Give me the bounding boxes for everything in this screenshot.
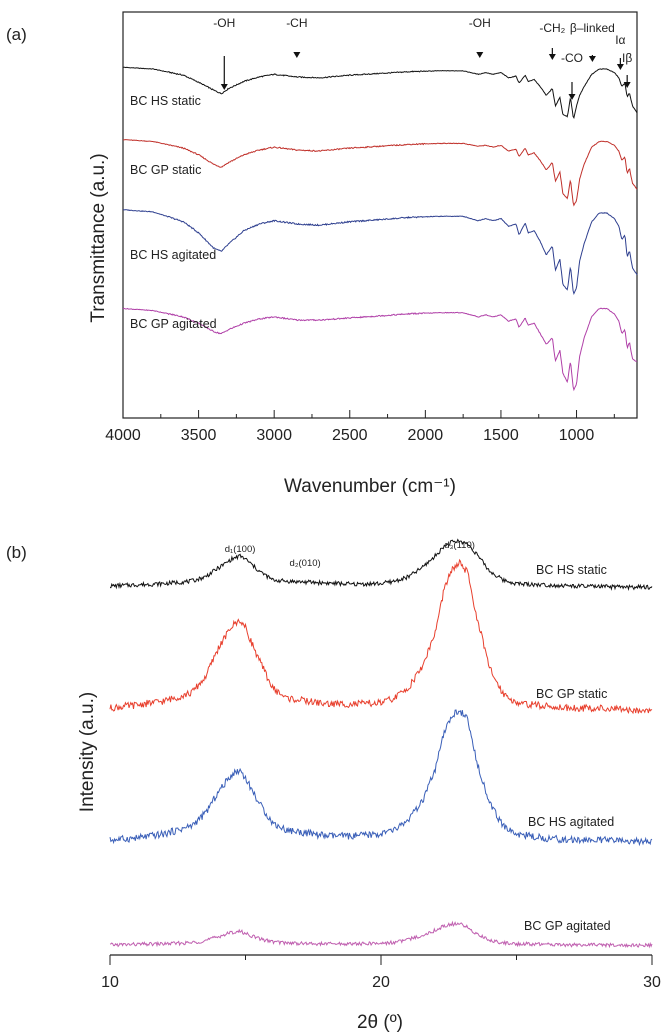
x-tick-label-2500: 2500 <box>332 427 368 444</box>
ftir-peak-annotation-ch-arrow-head <box>548 54 556 60</box>
xrd-series-line-bc-gp-static <box>109 558 653 715</box>
x-tick-label-3500: 3500 <box>181 427 217 444</box>
ftir-x-axis-title: Wavenumber (cm⁻¹) <box>284 476 456 497</box>
xrd-x-axis-title: 2θ (º) <box>357 1012 403 1033</box>
ftir-series-label-bc-hs-static: BC HS static <box>130 94 201 108</box>
xrd-x-axis: 10 20 30 <box>101 955 661 991</box>
xrd-series-label-bc-gp-agitated: BC GP agitated <box>524 919 611 933</box>
xrd-panel: (b) 10 20 30 2θ (º) Intensity (a.u.) BC HS… <box>6 538 661 1033</box>
ftir-series-labels: BC HS static BC GP static BC HS agitated BC… <box>130 94 217 331</box>
ftir-series-line-bc-hs-static <box>122 66 638 119</box>
ftir-plot-frame <box>122 11 638 419</box>
x-tick-label-30: 30 <box>643 974 661 991</box>
xrd-series-group <box>109 538 653 949</box>
x-tick-label-1000: 1000 <box>559 427 595 444</box>
x-tick-label-20: 20 <box>372 974 390 991</box>
ftir-peak-annotation-ch-arrow-head <box>293 52 301 58</box>
x-tick-label-3000: 3000 <box>256 427 292 444</box>
ftir-peak-annotation-i-arrow-head <box>623 82 631 88</box>
ftir-series-line-bc-gp-static <box>123 138 638 207</box>
ftir-peak-annotation-ch-label: -CH <box>286 16 307 30</box>
ftir-peak-annotation-oh-arrow-head <box>476 52 484 58</box>
panel-label-b: (b) <box>6 543 27 562</box>
ftir-peak-annotation-oh-arrow-head <box>220 84 228 90</box>
ftir-peak-annotation-oh-label: -OH <box>469 16 491 30</box>
xrd-peak-label-d-110: d₃(110) <box>444 540 475 551</box>
xrd-series-labels: BC HS static BC GP static BC HS agitated BC… <box>524 563 614 933</box>
ftir-peak-annotation-co-label: -CO <box>561 51 583 65</box>
ftir-panel: (a) 4000 3500 3000 2500 2000 1500 1000 Wavenum… <box>6 11 638 497</box>
ftir-peak-annotation-linked-label: β–linked <box>570 21 615 35</box>
ftir-peak-annotation-ch-label: -CH₂ <box>539 21 565 35</box>
ftir-series-group <box>122 66 638 392</box>
x-tick-label-10: 10 <box>101 974 119 991</box>
xrd-series-label-bc-hs-static: BC HS static <box>536 563 607 577</box>
ftir-peak-annotation-co-arrow-head <box>568 94 576 100</box>
xrd-series-line-bc-hs-static <box>110 538 653 591</box>
ftir-y-axis-title: Transmittance (a.u.) <box>88 153 109 322</box>
x-tick-label-2000: 2000 <box>408 427 444 444</box>
panel-label-a: (a) <box>6 25 27 44</box>
xrd-series-line-bc-gp-agitated <box>109 920 653 949</box>
xrd-peak-label-d-100: d₁(100) <box>225 544 256 555</box>
xrd-y-axis-title: Intensity (a.u.) <box>77 692 98 812</box>
ftir-series-line-bc-hs-agitated <box>122 209 638 296</box>
ftir-peak-annotation-linked-arrow-head <box>588 56 596 62</box>
xrd-series-line-bc-hs-agitated <box>109 709 653 847</box>
ftir-peak-annotation-i-arrow-head <box>616 64 624 70</box>
x-tick-label-1500: 1500 <box>483 427 519 444</box>
ftir-peak-annotation-oh-label: -OH <box>213 16 235 30</box>
ftir-series-line-bc-gp-agitated <box>122 307 638 392</box>
ftir-series-label-bc-gp-agitated: BC GP agitated <box>130 317 217 331</box>
xrd-peak-annotations: d₁(100) d₂(010) d₃(110) <box>225 540 475 569</box>
xrd-series-label-bc-gp-static: BC GP static <box>536 687 607 701</box>
ftir-series-label-bc-gp-static: BC GP static <box>130 163 201 177</box>
x-tick-label-4000: 4000 <box>105 427 141 444</box>
ftir-x-axis: 4000 3500 3000 2500 2000 1500 1000 <box>105 410 615 444</box>
xrd-series-label-bc-hs-agitated: BC HS agitated <box>528 815 614 829</box>
ftir-peak-annotation-i-label: Iβ <box>622 51 632 65</box>
ftir-series-label-bc-hs-agitated: BC HS agitated <box>130 248 216 262</box>
xrd-peak-label-d-010: d₂(010) <box>290 558 321 569</box>
ftir-peak-annotation-i-label: Iα <box>615 33 625 47</box>
